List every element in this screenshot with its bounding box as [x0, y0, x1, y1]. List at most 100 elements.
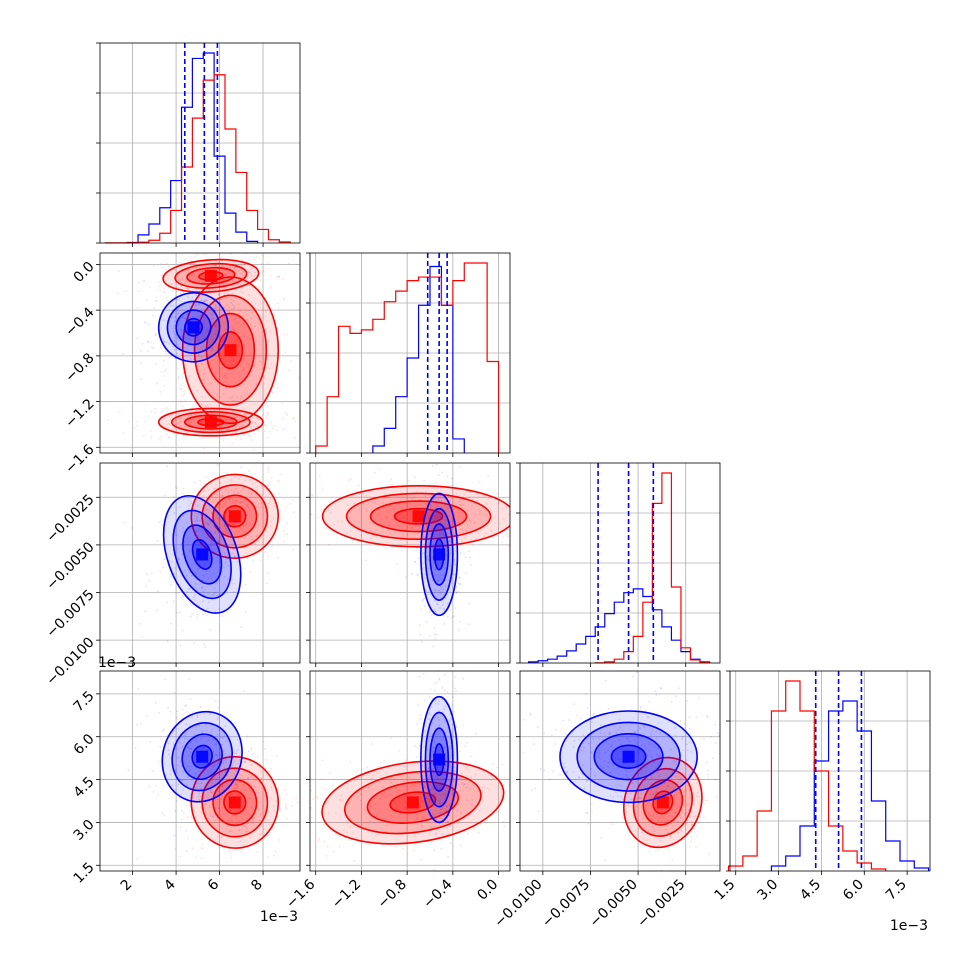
scatter-point: [242, 334, 245, 337]
scatter-point: [186, 737, 188, 740]
scatter-point: [224, 381, 227, 384]
scatter-point: [468, 517, 471, 520]
scatter-point: [688, 773, 691, 776]
scatter-point: [626, 775, 629, 778]
scatter-point: [191, 513, 194, 515]
scatter-point: [267, 262, 269, 264]
scatter-point: [173, 332, 176, 335]
scatter-point: [645, 839, 647, 842]
scatter-point: [510, 802, 512, 804]
scatter-point: [213, 587, 216, 589]
scatter-point: [464, 556, 467, 559]
scatter-point: [220, 535, 222, 538]
scatter-point: [219, 791, 221, 794]
scatter-point: [201, 730, 204, 733]
scatter-point: [184, 257, 187, 260]
scatter-point: [206, 292, 209, 295]
scatter-point: [370, 501, 373, 503]
scatter-point: [445, 526, 448, 529]
scatter-point: [248, 470, 250, 472]
scatter-point: [187, 537, 189, 540]
scatter-point: [449, 540, 452, 543]
scatter-point: [450, 717, 452, 720]
scatter-point: [186, 871, 188, 873]
scatter-point: [181, 818, 183, 821]
scatter-point: [203, 494, 206, 497]
scatter-point: [205, 536, 208, 539]
scatter-point: [353, 502, 355, 505]
scatter-point: [218, 807, 220, 809]
scatter-point: [163, 292, 166, 294]
scatter-point: [198, 792, 201, 795]
contour-line: [610, 744, 647, 769]
scatter-point: [421, 552, 424, 555]
scatter-point: [669, 790, 672, 792]
scatter-point: [202, 544, 204, 546]
scatter-point: [178, 299, 181, 302]
joint-panel-p0-p2: [99, 462, 301, 664]
scatter-point: [698, 795, 701, 798]
scatter-point: [173, 339, 176, 342]
scatter-point: [375, 535, 378, 538]
scatter-point: [218, 751, 221, 754]
scatter-point: [216, 281, 218, 284]
scatter-point: [373, 531, 376, 534]
scatter-point: [656, 772, 659, 774]
scatter-point: [227, 497, 230, 500]
scatter-point: [185, 271, 188, 273]
scatter-point: [182, 316, 185, 319]
scatter-point: [190, 747, 193, 750]
scatter-point: [436, 603, 439, 606]
scatter-point: [440, 489, 443, 492]
scatter-point: [189, 307, 192, 310]
scatter-point: [243, 433, 246, 436]
scatter-point: [434, 610, 436, 613]
scatter-point: [186, 313, 189, 316]
scatter-point: [184, 705, 187, 707]
scatter-point: [233, 760, 236, 763]
scatter-point: [437, 580, 439, 583]
scatter-point: [590, 767, 593, 770]
scatter-point: [262, 414, 264, 416]
scatter-point: [425, 796, 428, 799]
x-tick-label: 6: [205, 876, 223, 894]
scatter-point: [180, 388, 183, 391]
density-peak: [224, 344, 237, 357]
scatter-point: [231, 325, 234, 328]
scatter-point: [216, 319, 218, 321]
scatter-point: [580, 500, 582, 502]
scatter-point: [175, 716, 178, 719]
scatter-point: [217, 835, 220, 838]
scatter-point: [503, 777, 506, 780]
scatter-point: [207, 523, 210, 525]
scatter-point: [246, 363, 249, 366]
scatter-point: [190, 815, 192, 818]
scatter-point: [166, 640, 169, 643]
scatter-point: [641, 831, 644, 834]
scatter-point: [200, 545, 203, 548]
scatter-point: [202, 270, 204, 272]
scatter-point: [163, 340, 166, 343]
scatter-point: [256, 523, 259, 526]
scatter-point: [288, 513, 290, 515]
scatter-point: [186, 287, 189, 289]
scatter-point: [592, 714, 595, 716]
scatter-point: [378, 468, 381, 471]
scatter-point: [534, 787, 537, 790]
scatter-point: [429, 688, 432, 690]
scatter-point: [650, 755, 653, 758]
scatter-point: [416, 814, 419, 816]
scatter-point: [474, 521, 477, 524]
scatter-point: [425, 621, 428, 623]
scatter-point: [349, 530, 352, 533]
scatter-point: [221, 615, 224, 617]
scatter-point: [689, 796, 692, 798]
scatter-point: [444, 567, 447, 569]
scatter-point: [209, 813, 212, 816]
scatter-point: [182, 779, 185, 782]
scatter-point: [242, 500, 245, 503]
scatter-point: [267, 339, 270, 342]
scatter-point: [329, 512, 332, 515]
scatter-point: [179, 760, 182, 763]
scatter-point: [423, 597, 426, 600]
